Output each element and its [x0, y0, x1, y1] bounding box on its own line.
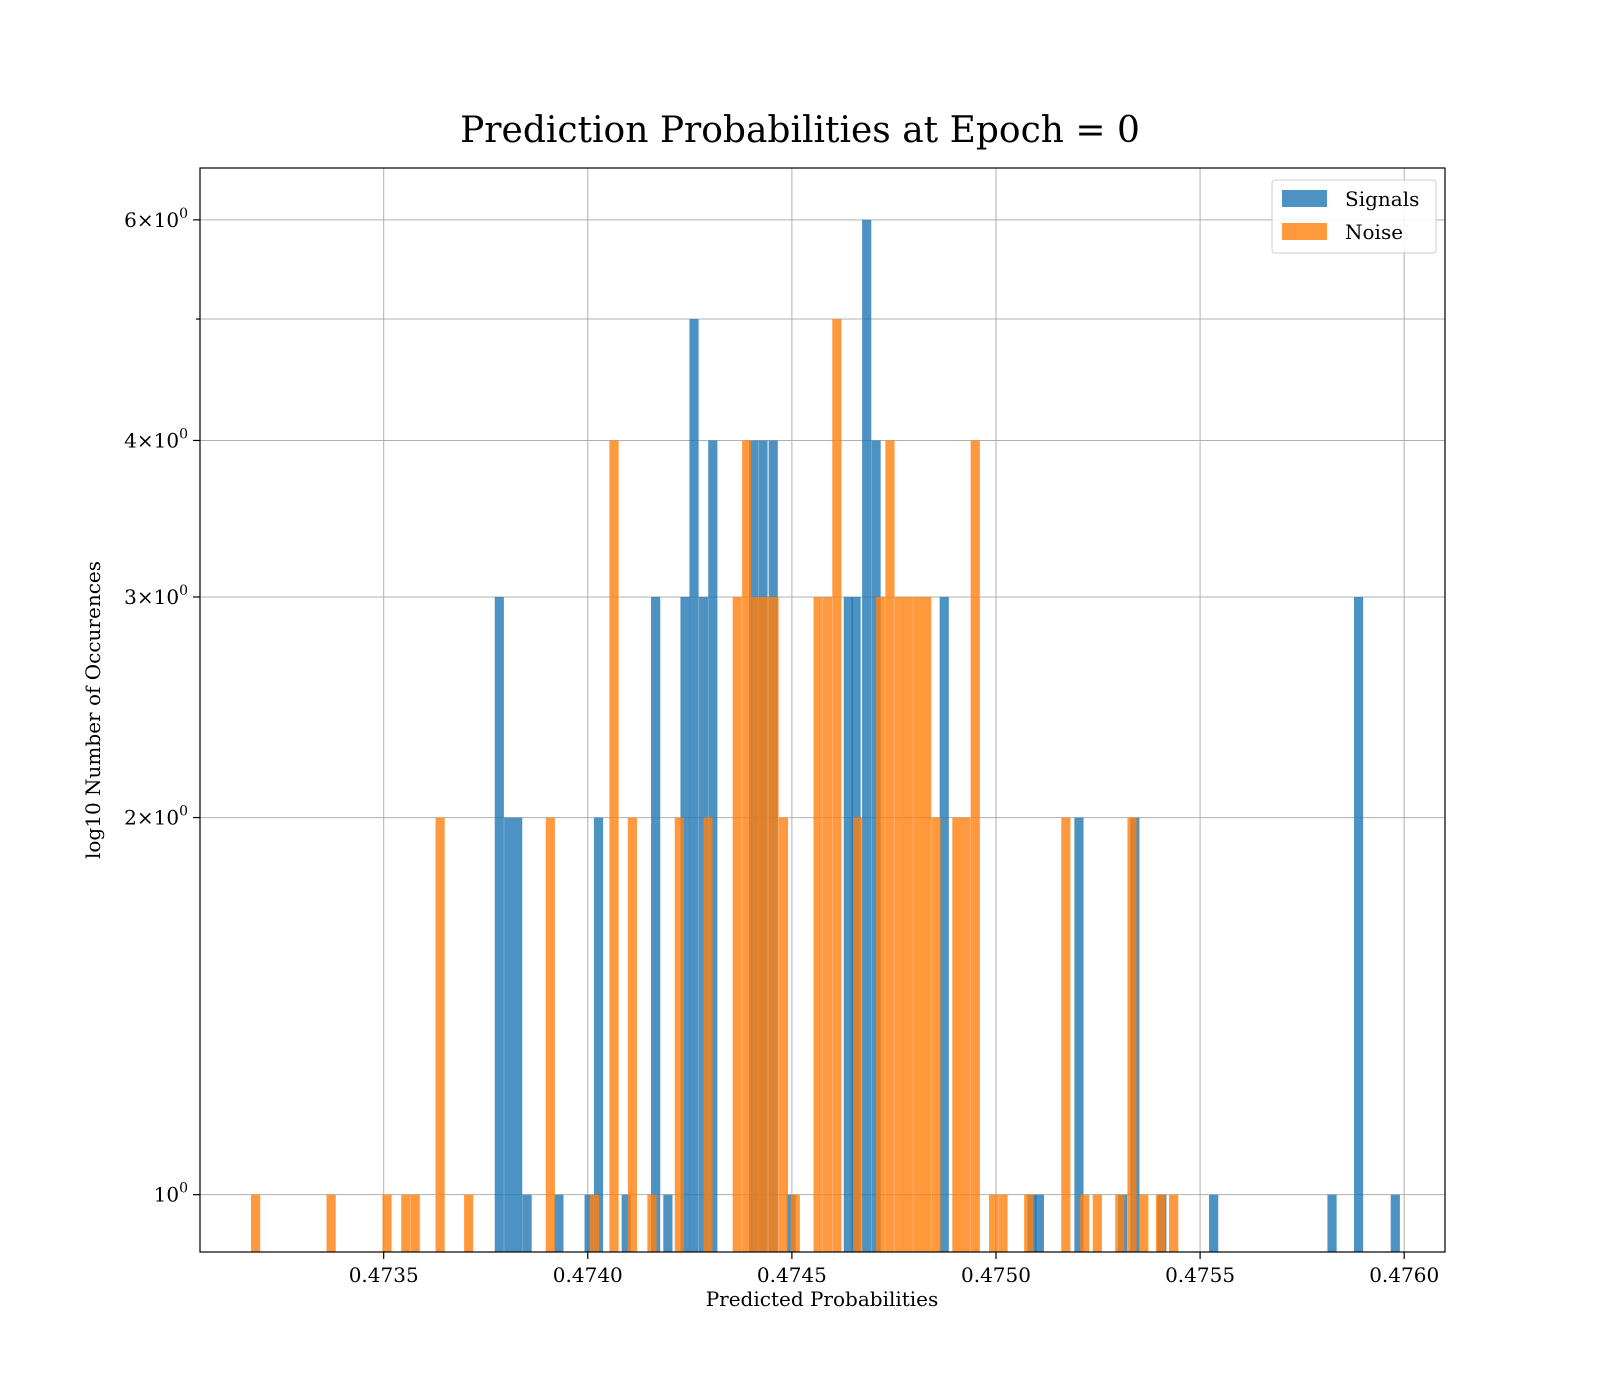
y-tick-label: 4×100: [124, 426, 188, 452]
bar-signals: [522, 1194, 532, 1252]
bar-signals: [1327, 1194, 1337, 1252]
plot-frame: [199, 167, 1446, 1253]
bar-noise: [903, 596, 913, 1252]
legend-swatch-noise: [1282, 223, 1327, 240]
bar-signals: [1034, 1194, 1044, 1252]
bar-signals: [680, 596, 690, 1252]
bar-noise: [742, 440, 752, 1252]
x-tick-label: 0.4745: [757, 1263, 827, 1287]
bar-noise: [1061, 817, 1071, 1252]
x-tick-label: 0.4760: [1369, 1263, 1439, 1287]
bar-signals: [1353, 596, 1364, 1252]
bar-noise: [703, 817, 713, 1252]
bar-noise: [961, 817, 971, 1252]
bar-noise: [1155, 1194, 1166, 1252]
bar-noise: [813, 596, 823, 1252]
bar-noise: [674, 817, 684, 1252]
bar-noise: [545, 817, 555, 1252]
bar-signals: [708, 440, 718, 1252]
y-tick-label: 6×100: [124, 206, 188, 232]
x-tick-label: 0.4735: [349, 1263, 419, 1287]
bar-noise: [832, 319, 842, 1252]
bar-noise: [1127, 817, 1137, 1252]
bar-noise: [751, 596, 761, 1252]
bar-noise: [952, 817, 962, 1252]
bar-noise: [647, 1194, 657, 1252]
legend-label-noise: Noise: [1345, 220, 1403, 244]
y-tick-label: 2×100: [124, 804, 188, 830]
legend-swatch-signals: [1282, 190, 1327, 207]
bar-noise: [790, 1194, 800, 1252]
bar-signals: [663, 1194, 673, 1252]
bar-noise: [970, 440, 980, 1252]
bar-noise: [589, 1194, 600, 1252]
bar-noise: [998, 1194, 1008, 1252]
y-tick-label: 3×100: [124, 583, 188, 609]
bar-noise: [732, 596, 742, 1252]
bar-noise: [885, 440, 895, 1252]
bars-layer: [251, 219, 1400, 1253]
bar-signals: [1209, 1194, 1219, 1252]
bar-noise: [922, 596, 932, 1252]
bar-noise: [913, 596, 923, 1252]
bar-signals: [843, 596, 853, 1252]
bar-noise: [769, 596, 779, 1252]
bar-noise: [464, 1194, 474, 1252]
ticks-layer: 0.4735 0.4740 0.4745 0.4750 0.4755 0.4760 100 2…: [124, 206, 1439, 1287]
bar-noise: [1115, 1194, 1125, 1252]
bar-noise: [1080, 1194, 1090, 1252]
chart-title: Prediction Probabilities at Epoch = 0: [460, 110, 1140, 151]
x-tick-label: 0.4755: [1165, 1263, 1235, 1287]
bar-noise: [875, 596, 886, 1252]
bar-noise: [326, 1194, 336, 1252]
bar-signals: [584, 1194, 594, 1252]
bar-noise: [627, 817, 637, 1252]
bar-noise: [778, 817, 789, 1252]
legend-label-signals: Signals: [1345, 187, 1419, 211]
bar-signals: [554, 1194, 564, 1252]
bar-signals: [621, 1194, 631, 1252]
bar-signals: [494, 596, 504, 1252]
y-tick-label: 100: [154, 1181, 188, 1207]
x-axis-label: Predicted Probabilities: [706, 1287, 939, 1311]
bar-signals: [862, 219, 872, 1253]
bar-noise: [1024, 1194, 1034, 1252]
bar-noise: [894, 596, 904, 1252]
bar-signals: [513, 817, 523, 1252]
bar-noise: [931, 817, 941, 1252]
bar-noise: [1092, 1194, 1102, 1252]
bar-noise: [760, 596, 770, 1252]
bar-signals: [504, 817, 514, 1252]
bar-noise: [251, 1194, 261, 1252]
bar-noise: [410, 1194, 420, 1252]
bar-noise: [822, 596, 833, 1252]
bar-noise: [382, 1194, 392, 1252]
bar-noise: [401, 1194, 411, 1252]
legend: Signals Noise: [1271, 179, 1437, 254]
y-axis-label: log10 Number of Occurences: [81, 561, 105, 859]
bar-noise: [435, 817, 445, 1252]
bar-noise: [1169, 1194, 1179, 1252]
bar-signals: [1390, 1194, 1400, 1252]
series-noise: [251, 319, 1179, 1252]
bar-signals: [939, 596, 949, 1252]
x-tick-label: 0.4740: [553, 1263, 623, 1287]
bar-signals: [651, 596, 661, 1252]
bar-signals: [593, 817, 604, 1252]
bar-noise: [609, 440, 619, 1252]
bar-noise: [853, 817, 863, 1252]
bar-signals: [1074, 817, 1084, 1252]
x-tick-label: 0.4750: [961, 1263, 1031, 1287]
bar-signals: [689, 319, 699, 1252]
bar-noise: [989, 1194, 999, 1252]
bar-noise: [1139, 1194, 1149, 1252]
